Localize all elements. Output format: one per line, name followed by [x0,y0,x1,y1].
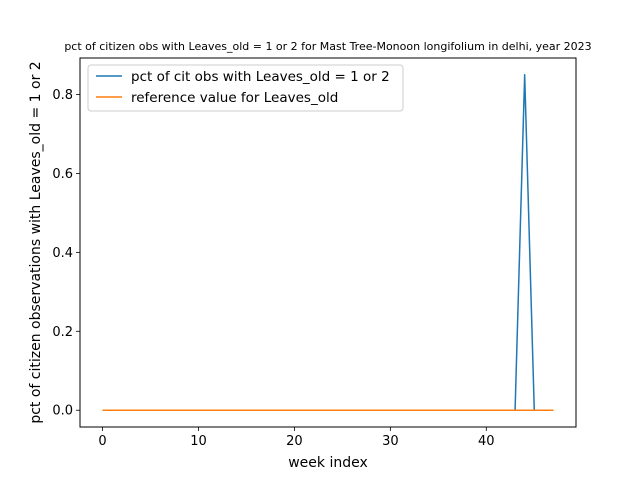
y-tick-label: 0.4 [52,246,73,261]
legend-box [87,64,404,112]
chart-title: pct of citizen obs with Leaves_old = 1 o… [64,40,591,53]
x-tick-label: 0 [98,434,106,449]
x-tick-label: 20 [286,434,303,449]
x-tick-label: 40 [478,434,495,449]
plot-area [102,74,554,411]
y-tick-label: 0.2 [52,325,73,340]
x-axis: 0 10 20 30 40 [98,427,495,449]
y-axis-label: pct of citizen observations with Leaves_… [28,61,44,423]
series-line-1 [102,74,554,411]
x-tick-label: 30 [382,434,399,449]
legend-label-2: reference value for Leaves_old [131,90,338,106]
y-tick-label: 0.8 [52,88,73,103]
y-tick-label: 0.6 [52,167,73,182]
x-tick-label: 10 [190,434,207,449]
y-tick-label: 0.0 [52,404,73,419]
y-axis: 0.0 0.2 0.4 0.6 0.8 [52,88,80,419]
legend: pct of cit obs with Leaves_old = 1 or 2 r… [87,64,404,112]
legend-label-1: pct of cit obs with Leaves_old = 1 or 2 [131,69,390,85]
plot-frame [79,57,577,428]
x-axis-label: week index [288,455,368,471]
